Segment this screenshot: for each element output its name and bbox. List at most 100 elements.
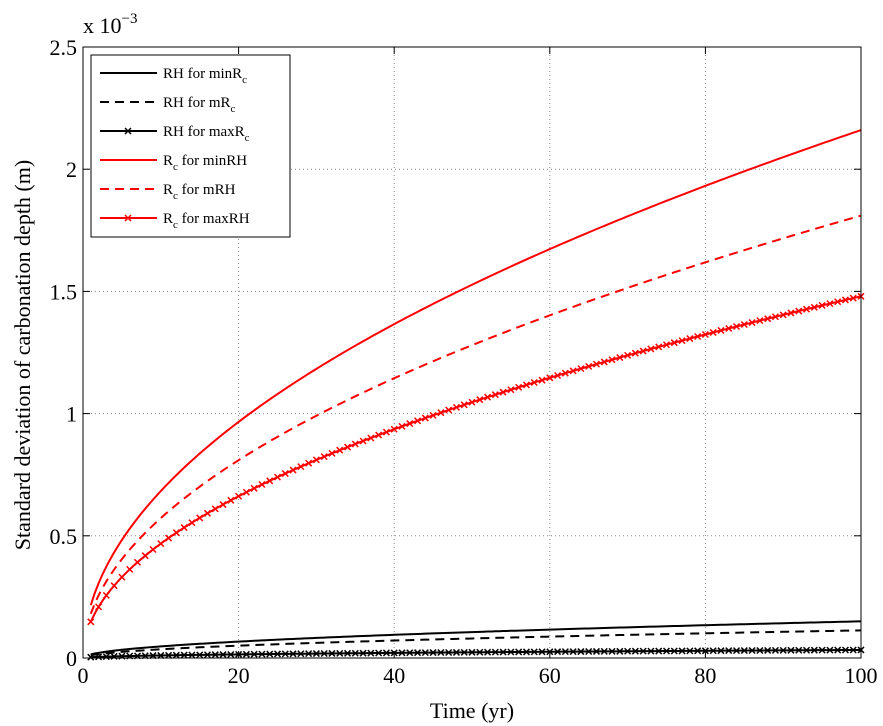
series-marker [631,647,639,655]
series-marker [211,505,219,513]
series-marker [165,651,173,659]
series-marker [141,552,149,560]
series-marker [382,649,390,657]
series-marker [172,529,180,537]
series-marker [452,403,460,411]
series-marker [281,470,289,478]
series-marker [297,650,305,658]
legend-entry: Rc for minRH [100,153,247,173]
legend-label: Rc for minRH [163,153,247,173]
series-marker [499,388,507,396]
series-marker [577,365,585,373]
series-marker [530,648,538,656]
series-marker [841,296,849,304]
series-marker [273,473,282,481]
series-marker [826,300,834,308]
series-marker [748,319,756,327]
series-marker [266,650,274,658]
series-marker [561,648,569,656]
series-marker [305,650,313,658]
series-marker [569,648,577,656]
series-marker [803,305,811,313]
series-marker [219,651,227,659]
series-marker [203,651,212,659]
series-marker [367,649,375,657]
series-marker [118,573,126,581]
legend-label: RH for maxRc [163,124,250,144]
series-marker [406,420,414,428]
series-marker [507,648,515,656]
series-marker [227,496,235,504]
series-marker [841,646,849,654]
series-marker [662,341,671,349]
series-marker [312,650,320,658]
legend-label: RH for minRc [163,66,247,86]
series-marker [709,647,717,655]
series-5 [89,214,862,615]
series-marker [289,466,297,474]
series-marker [787,309,795,317]
series-marker [655,343,663,351]
series-marker [810,646,818,654]
series-marker [748,646,756,655]
series-marker [771,313,779,321]
series-marker [725,647,733,655]
series-marker [694,332,702,341]
series-marker [740,320,748,329]
series-marker [305,459,313,467]
series-marker [530,378,538,387]
series-marker [250,484,258,492]
series-marker [273,650,282,658]
series-marker [203,509,212,517]
series-marker [561,369,569,377]
series-marker [328,449,336,457]
series-marker [343,649,352,657]
series-1 [90,620,862,656]
series-marker [678,647,686,655]
series-marker [382,428,390,436]
series-marker [849,294,857,302]
series-marker [452,648,460,656]
legend-entry: RH for mRc [100,95,236,115]
series-marker [124,214,132,222]
series-marker [429,411,437,419]
series-marker [437,409,445,417]
series-marker [507,386,515,394]
series-marker [491,391,499,399]
series-marker [639,647,647,655]
series-marker [180,524,188,532]
series-marker [592,360,601,368]
series-marker [499,648,507,656]
series-marker [87,653,95,661]
series-marker [87,618,95,626]
series-marker [491,648,499,656]
series-line [90,648,862,659]
series-marker [515,383,523,391]
x-tick-label: 0 [78,663,89,688]
series-2 [90,629,862,657]
series-marker [756,646,764,655]
series-marker [250,650,258,658]
series-marker [592,647,601,655]
series-marker [437,648,445,657]
series-marker [242,650,250,658]
series-line [89,129,862,606]
series-marker [336,446,344,454]
x-tick-label: 80 [694,663,716,688]
y-axis-label: Standard deviation of carbonation depth … [10,160,35,550]
series-marker [546,374,554,382]
series-marker [538,648,546,656]
series-marker [818,301,826,309]
series-marker [779,646,787,654]
legend-entry: RH for maxRc [100,124,250,144]
series-marker [585,362,593,370]
series-marker [351,440,359,448]
series-marker [414,649,422,657]
series-marker [328,649,336,657]
series-marker [468,398,476,406]
series-marker [803,646,811,654]
series-6 [87,292,865,626]
grid [83,47,861,658]
series-marker [554,648,562,656]
series-marker [343,443,352,451]
